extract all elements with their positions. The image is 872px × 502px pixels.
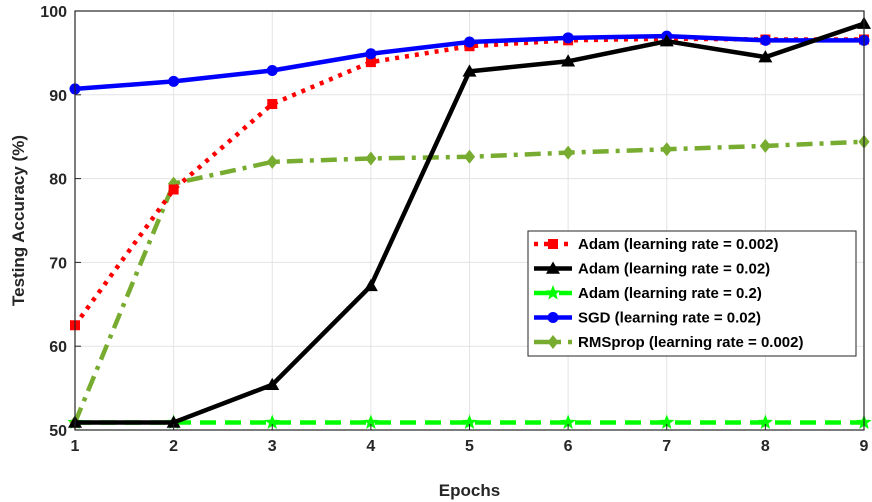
legend-item: Adam (learning rate = 0.002) bbox=[534, 236, 779, 253]
data-point bbox=[759, 138, 771, 153]
data-point bbox=[562, 145, 574, 160]
data-point bbox=[266, 154, 278, 169]
y-tick-label: 70 bbox=[49, 255, 67, 272]
data-point bbox=[462, 64, 477, 77]
y-tick-label: 100 bbox=[40, 4, 67, 21]
x-tick-label: 1 bbox=[71, 438, 80, 455]
legend-item: RMSprop (learning rate = 0.002) bbox=[534, 334, 803, 351]
x-tick-label: 8 bbox=[761, 438, 770, 455]
data-point bbox=[659, 414, 675, 429]
y-tick-label: 80 bbox=[49, 172, 67, 189]
legend-swatch-marker bbox=[547, 335, 559, 349]
data-point bbox=[363, 414, 379, 429]
data-point bbox=[267, 99, 278, 110]
legend-swatch-marker bbox=[547, 312, 559, 323]
x-tick-label: 7 bbox=[662, 438, 671, 455]
legend-label: Adam (learning rate = 0.2) bbox=[578, 285, 762, 302]
legend-label: Adam (learning rate = 0.02) bbox=[578, 261, 770, 278]
data-point bbox=[168, 75, 180, 87]
series-line bbox=[73, 36, 864, 327]
y-tick-label: 50 bbox=[49, 423, 67, 440]
axis-ticks: 1 2 3 4 5 6 7 8 9 50 60 70 80 90 100 bbox=[40, 4, 868, 455]
legend-item: SGD (learning rate = 0.02) bbox=[534, 310, 761, 327]
x-tick-label: 2 bbox=[169, 438, 178, 455]
data-point bbox=[562, 32, 574, 44]
series-3 bbox=[69, 30, 870, 95]
x-tick-label: 6 bbox=[564, 438, 573, 455]
data-point bbox=[264, 414, 280, 429]
x-axis-title: Epochs bbox=[439, 481, 500, 500]
series-4 bbox=[69, 134, 870, 430]
legend-item: Adam (learning rate = 0.2) bbox=[534, 285, 762, 302]
x-tick-label: 4 bbox=[366, 438, 375, 455]
series-1 bbox=[68, 16, 871, 428]
legend-label: SGD (learning rate = 0.02) bbox=[578, 310, 761, 327]
data-point bbox=[464, 36, 475, 48]
x-tick-label: 9 bbox=[860, 438, 869, 455]
data-point bbox=[561, 54, 576, 67]
x-tick-label: 3 bbox=[268, 438, 277, 455]
legend-label: Adam (learning rate = 0.002) bbox=[578, 236, 779, 253]
legend-item: Adam (learning rate = 0.02) bbox=[534, 261, 770, 278]
data-point bbox=[758, 50, 773, 63]
data-point bbox=[265, 377, 280, 390]
legend-box bbox=[527, 230, 857, 357]
y-tick-label: 60 bbox=[49, 339, 67, 356]
series-lines bbox=[67, 16, 872, 430]
legend-swatch-marker bbox=[545, 285, 561, 300]
data-point bbox=[659, 34, 674, 47]
data-point bbox=[365, 151, 377, 166]
legend-swatch-marker bbox=[546, 261, 560, 274]
legend: Adam (learning rate = 0.002) Adam (learni… bbox=[527, 230, 857, 357]
data-point bbox=[363, 278, 378, 292]
data-point bbox=[365, 48, 377, 60]
data-point bbox=[560, 414, 576, 429]
y-tick-label: 90 bbox=[49, 88, 67, 105]
data-point bbox=[168, 184, 179, 195]
data-point bbox=[166, 415, 181, 428]
data-point bbox=[365, 57, 376, 68]
data-point bbox=[661, 142, 673, 157]
data-point bbox=[463, 149, 476, 164]
x-tick-label: 5 bbox=[465, 438, 474, 455]
y-axis-title: Testing Accuracy (%) bbox=[9, 135, 28, 306]
data-point bbox=[759, 34, 771, 46]
data-point bbox=[461, 414, 478, 429]
legend-swatch-marker bbox=[548, 239, 558, 249]
legend-label: RMSprop (learning rate = 0.002) bbox=[578, 334, 803, 351]
data-point bbox=[757, 414, 773, 429]
data-point bbox=[266, 64, 278, 76]
